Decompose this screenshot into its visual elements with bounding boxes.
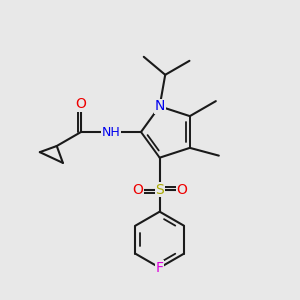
Text: O: O: [132, 183, 143, 197]
Text: NH: NH: [102, 125, 120, 139]
Text: O: O: [176, 183, 187, 197]
Text: N: N: [154, 99, 165, 113]
Text: O: O: [76, 97, 86, 111]
Text: S: S: [155, 183, 164, 197]
Text: F: F: [156, 261, 164, 275]
